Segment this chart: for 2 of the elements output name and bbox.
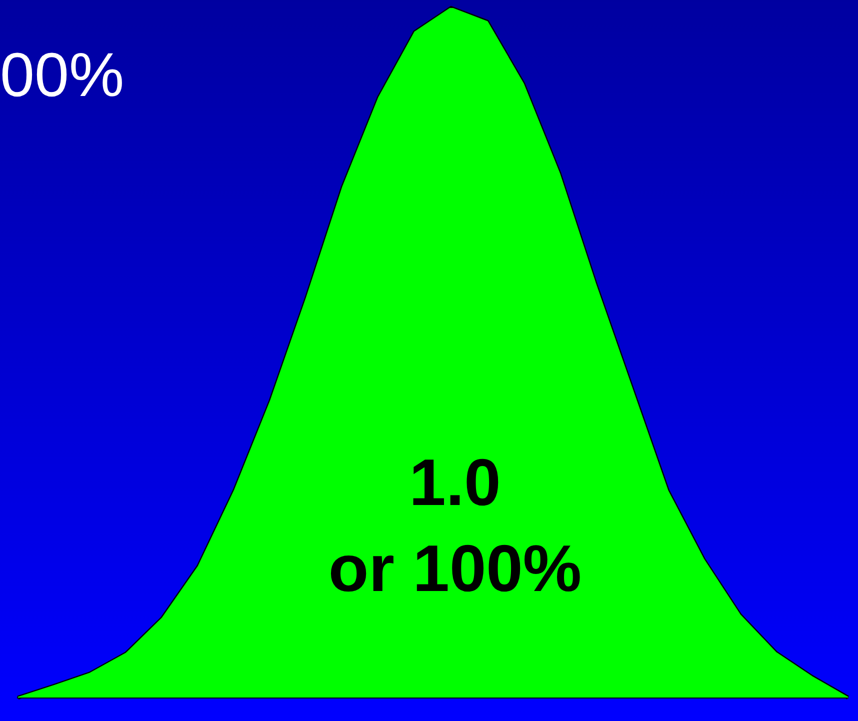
annotation: 1.0 or 100% — [327, 444, 583, 607]
annotation: 00% — [0, 40, 124, 111]
